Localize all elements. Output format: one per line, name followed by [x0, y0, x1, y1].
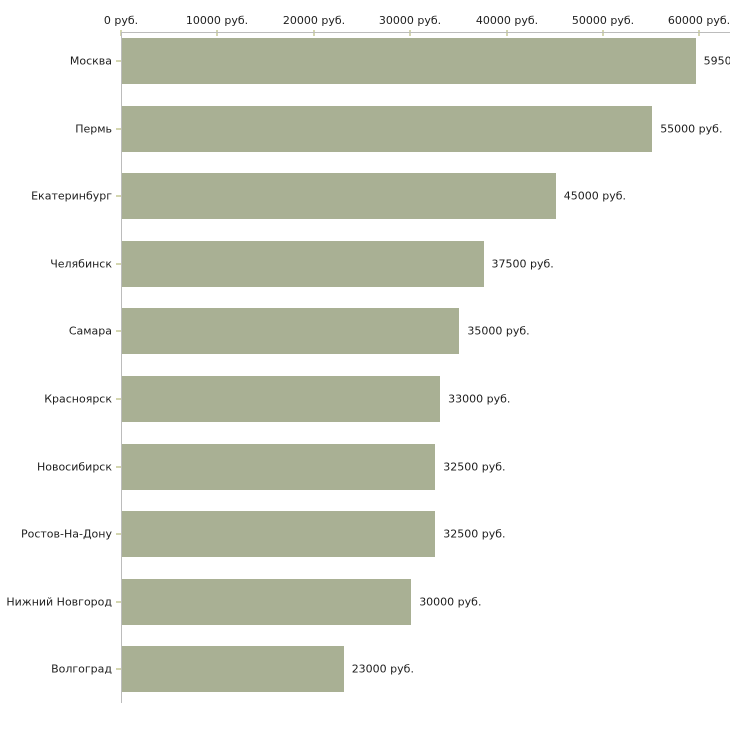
y-axis-tick-mark — [116, 465, 121, 468]
x-axis-tick-mark — [602, 30, 604, 36]
y-axis-tick-mark — [116, 127, 121, 130]
bar-row: Екатеринбург 45000 руб. — [0, 167, 730, 235]
value-label: 35000 руб. — [467, 324, 530, 338]
y-axis-tick-mark — [116, 397, 121, 400]
x-axis-tick-mark — [216, 30, 218, 36]
bar — [122, 38, 696, 84]
bar — [122, 173, 556, 220]
bar-row: Новосибирск 32500 руб. — [0, 438, 730, 506]
bar — [122, 240, 484, 287]
category-label: Волгоград — [51, 662, 112, 676]
category-label: Челябинск — [50, 257, 112, 271]
category-label: Красноярск — [44, 392, 112, 406]
bar — [122, 646, 344, 693]
value-label: 33000 руб. — [448, 392, 511, 406]
bar-row: Самара 35000 руб. — [0, 302, 730, 370]
category-label: Ростов-На-Дону — [20, 527, 112, 541]
x-axis-tick-label: 0 руб. — [103, 14, 139, 27]
category-label: Екатеринбург — [31, 189, 112, 203]
bar-row: Волгоград 23000 руб. — [0, 640, 730, 708]
y-axis-tick-mark — [116, 60, 121, 62]
bar-row: Нижний Новгород 30000 руб. — [0, 573, 730, 641]
x-axis-tick-mark — [506, 30, 508, 36]
category-label: Москва — [69, 54, 112, 68]
x-axis-tick-label: 40000 руб. — [475, 14, 539, 27]
category-label: Самара — [68, 324, 112, 338]
value-label: 32500 руб. — [443, 460, 506, 474]
bar-row: Красноярск 33000 руб. — [0, 370, 730, 438]
value-label: 23000 руб. — [351, 662, 414, 676]
x-axis-tick-mark — [698, 30, 700, 36]
bar-row: Москва 59500 руб. — [0, 32, 730, 100]
category-label: Новосибирск — [36, 460, 112, 474]
y-axis-tick-mark — [116, 195, 121, 198]
x-axis-tick-label: 10000 руб. — [185, 14, 249, 27]
x-axis-tick-mark — [409, 30, 411, 36]
y-axis-line — [121, 32, 122, 703]
bar-row: Пермь 55000 руб. — [0, 100, 730, 168]
x-axis-tick-label: 30000 руб. — [378, 14, 442, 27]
bar — [122, 375, 441, 422]
bar — [122, 578, 412, 625]
y-axis-tick-mark — [116, 330, 121, 333]
bar — [122, 443, 436, 490]
value-label: 45000 руб. — [563, 189, 627, 203]
category-label: Пермь — [75, 122, 112, 136]
x-axis-tick-mark — [313, 30, 315, 36]
bar-row: Челябинск 37500 руб. — [0, 235, 730, 303]
x-axis-line — [121, 32, 730, 33]
y-axis-tick-mark — [116, 533, 121, 536]
value-label: 55000 руб. — [660, 122, 723, 136]
bar — [122, 105, 653, 152]
value-label: 30000 руб. — [419, 595, 482, 609]
bar — [122, 308, 460, 355]
plot-area: Москва 59500 руб. Пермь 55000 руб. Екате… — [0, 32, 730, 708]
bar — [122, 511, 436, 558]
value-label: 59500 руб. — [703, 54, 730, 68]
y-axis-tick-mark — [116, 668, 121, 671]
x-axis-tick-label: 60000 руб. — [667, 14, 730, 27]
y-axis-tick-mark — [116, 600, 121, 603]
x-axis-tick-label: 20000 руб. — [282, 14, 346, 27]
bar-row: Ростов-На-Дону 32500 руб. — [0, 505, 730, 573]
value-label: 37500 руб. — [491, 257, 554, 271]
value-label: 32500 руб. — [443, 527, 506, 541]
y-axis-tick-mark — [116, 262, 121, 265]
x-axis-tick-label: 50000 руб. — [571, 14, 635, 27]
category-label: Нижний Новгород — [6, 595, 112, 609]
